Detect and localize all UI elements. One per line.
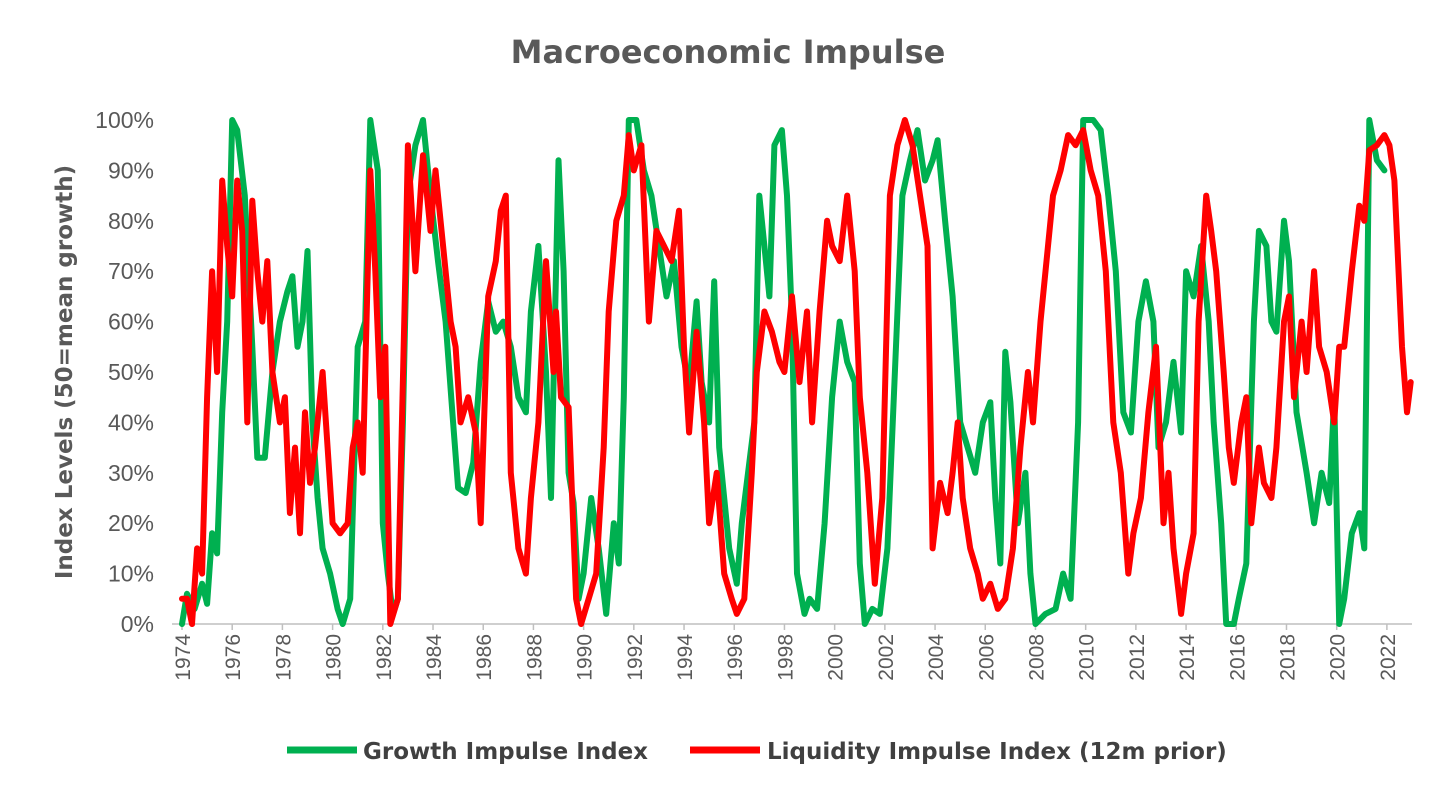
x-tick-label: 1980 — [323, 634, 346, 681]
y-tick-label: 30% — [108, 460, 154, 486]
y-axis-ticks: 0% 10% 20% 30% 40% 50% 60% 70% 80% 90% 100% — [95, 107, 154, 637]
series-line-liquidity — [179, 117, 1414, 627]
x-tick-label: 2012 — [1126, 634, 1149, 681]
legend: Growth Impulse Index Liquidity Impulse I… — [287, 739, 1227, 765]
x-tick-label: 1998 — [774, 634, 797, 681]
y-tick-label: 100% — [95, 107, 154, 133]
x-tick-label: 2006 — [975, 634, 998, 681]
x-tick-label: 2016 — [1226, 634, 1249, 681]
y-tick-label: 90% — [108, 157, 154, 183]
x-tick-label: 1978 — [272, 634, 295, 681]
x-axis-ticks: 1974 1976 1978 1980 1982 1984 1986 1988 1990 1992… — [172, 624, 1400, 681]
x-tick-label: 1988 — [523, 634, 546, 681]
legend-label-liquidity: Liquidity Impulse Index (12m prior) — [767, 739, 1227, 765]
x-tick-label: 1982 — [373, 634, 396, 681]
chart-title: Macroeconomic Impulse — [511, 33, 946, 71]
y-tick-label: 0% — [121, 611, 154, 637]
x-tick-label: 2018 — [1276, 634, 1299, 681]
y-tick-label: 10% — [108, 561, 154, 587]
x-tick-label: 1976 — [222, 634, 245, 681]
x-tick-label: 1994 — [674, 634, 697, 681]
y-tick-label: 50% — [108, 359, 154, 385]
x-tick-label: 2014 — [1176, 634, 1199, 681]
x-tick-label: 2008 — [1025, 634, 1048, 681]
x-tick-label: 1974 — [172, 634, 195, 681]
y-tick-label: 20% — [108, 510, 154, 536]
x-tick-label: 1986 — [473, 634, 496, 681]
x-tick-label: 1992 — [624, 634, 647, 681]
x-tick-label: 2002 — [875, 634, 898, 681]
x-tick-label: 1990 — [574, 634, 597, 681]
x-tick-label: 2000 — [825, 634, 848, 681]
x-tick-label: 2004 — [925, 634, 948, 681]
y-tick-label: 70% — [108, 258, 154, 284]
series-layer — [179, 117, 1414, 627]
x-tick-label: 1984 — [423, 634, 446, 681]
x-tick-label: 2022 — [1377, 634, 1400, 681]
x-tick-label: 1996 — [724, 634, 747, 681]
y-axis-label: Index Levels (50=mean growth) — [52, 165, 78, 579]
y-tick-label: 60% — [108, 309, 154, 335]
x-tick-label: 2010 — [1076, 634, 1099, 681]
x-tick-label: 2020 — [1327, 634, 1350, 681]
y-tick-label: 40% — [108, 409, 154, 435]
legend-label-growth: Growth Impulse Index — [363, 739, 648, 765]
y-tick-label: 80% — [108, 208, 154, 234]
